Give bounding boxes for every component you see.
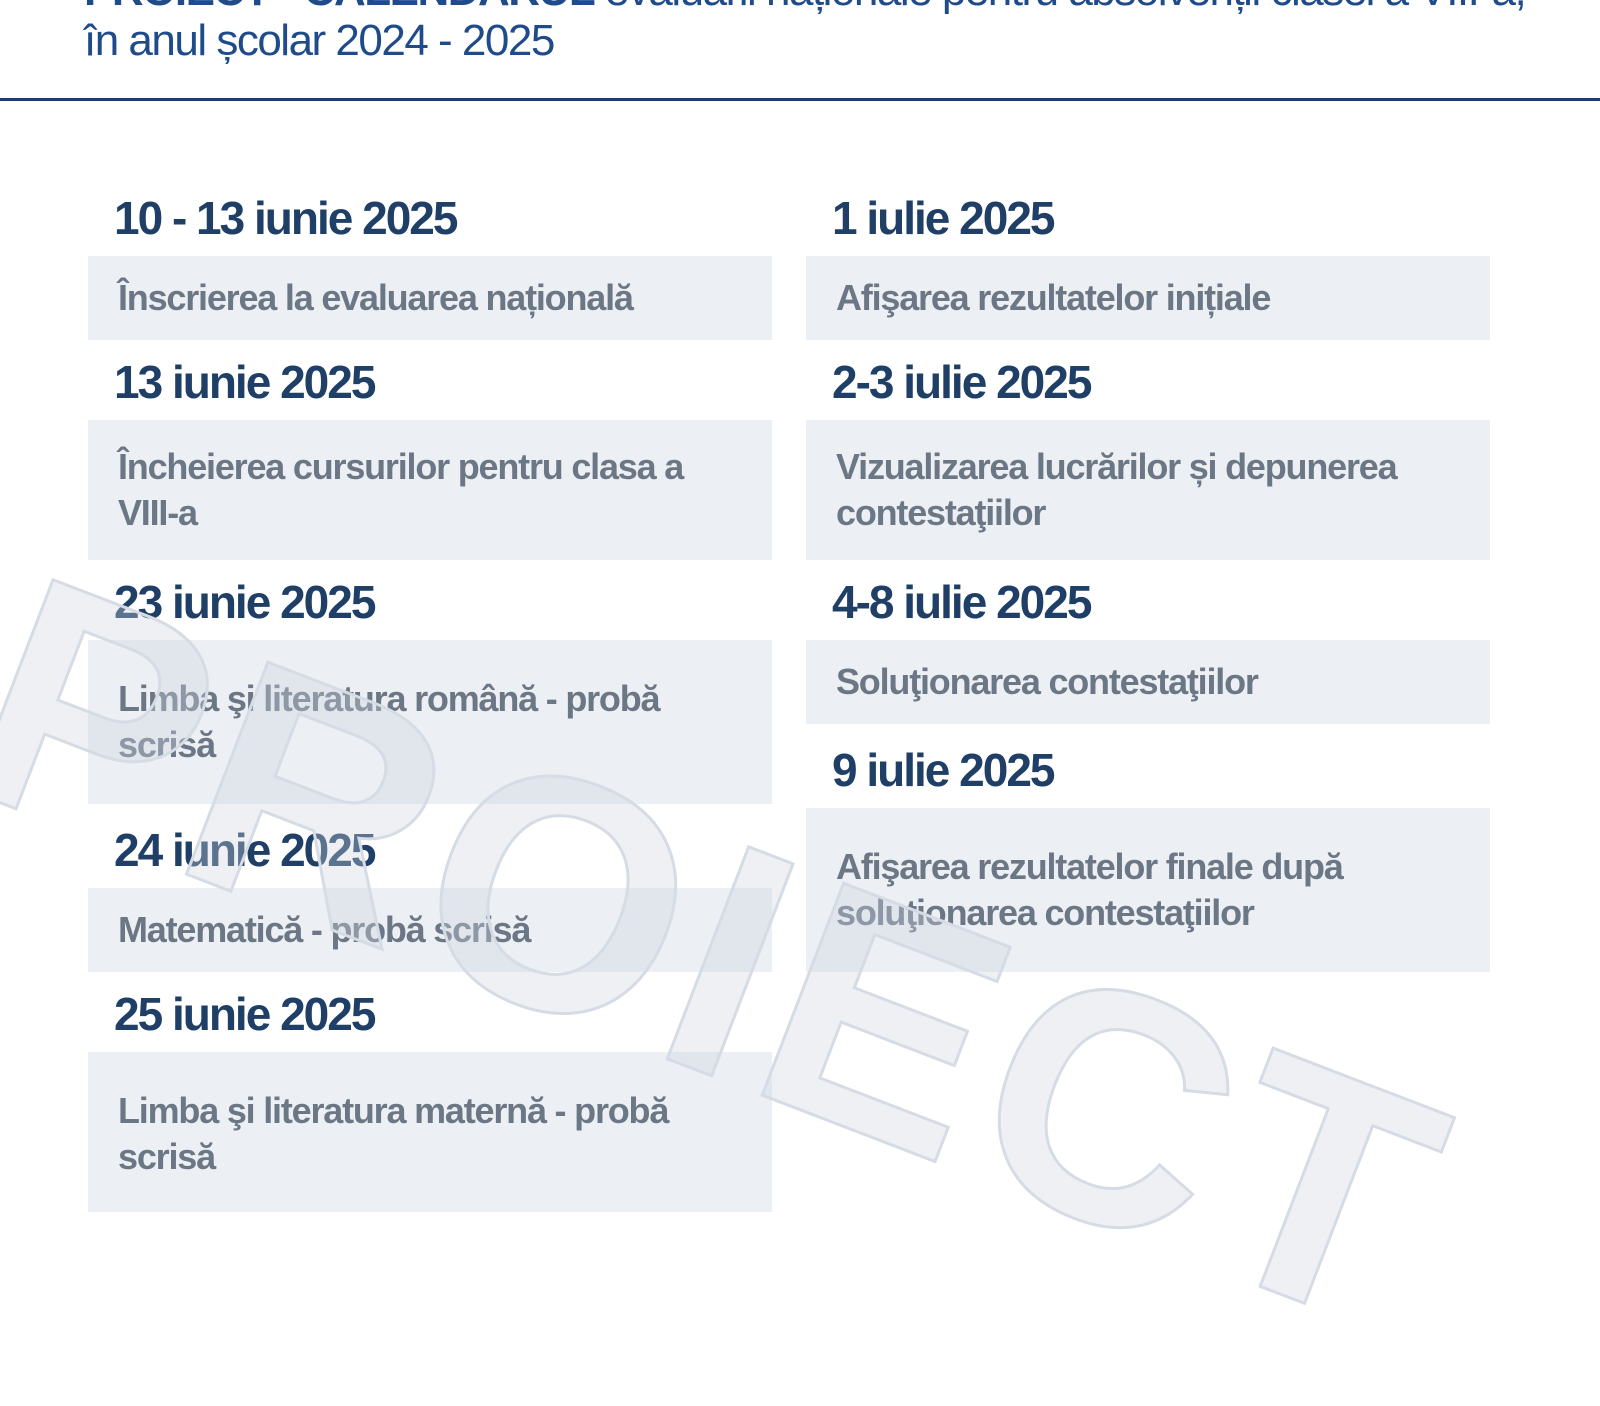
- event-description: Limba şi literatura maternă - probă scri…: [88, 1052, 772, 1212]
- event-date: 10 - 13 iunie 2025: [114, 192, 458, 244]
- event-date: 13 iunie 2025: [114, 356, 376, 408]
- event-description: Limba şi literatura română - probă scris…: [88, 640, 772, 804]
- page-title: PROIECT - CALENDARUL evaluării naționale…: [84, 0, 1534, 66]
- title-rest: evaluării naționale pentru absolvenții c…: [84, 0, 1527, 65]
- event-date: 24 iunie 2025: [114, 824, 376, 876]
- event-description: Afişarea rezultatelor inițiale: [806, 256, 1490, 340]
- event-date: 4-8 iulie 2025: [832, 576, 1092, 628]
- event-description: Înscrierea la evaluarea națională: [88, 256, 772, 340]
- left-column: 10 - 13 iunie 2025 Înscrierea la evaluar…: [88, 186, 772, 1222]
- event-description: Afişarea rezultatelor finale după soluţi…: [806, 808, 1490, 972]
- event-date: 23 iunie 2025: [114, 576, 376, 628]
- event-date: 2-3 iulie 2025: [832, 356, 1092, 408]
- title-bold: PROIECT - CALENDARUL: [84, 0, 596, 15]
- right-column: 1 iulie 2025 Afişarea rezultatelor iniți…: [806, 186, 1490, 982]
- event-date: 1 iulie 2025: [832, 192, 1056, 244]
- event-description: Soluţionarea contestaţiilor: [806, 640, 1490, 724]
- event-date: 25 iunie 2025: [114, 988, 376, 1040]
- divider: [0, 98, 1600, 101]
- event-date: 9 iulie 2025: [832, 744, 1056, 796]
- event-description: Încheierea cursurilor pentru clasa a VII…: [88, 420, 772, 560]
- event-description: Matematică - probă scrisă: [88, 888, 772, 972]
- event-description: Vizualizarea lucrărilor și depunerea con…: [806, 420, 1490, 560]
